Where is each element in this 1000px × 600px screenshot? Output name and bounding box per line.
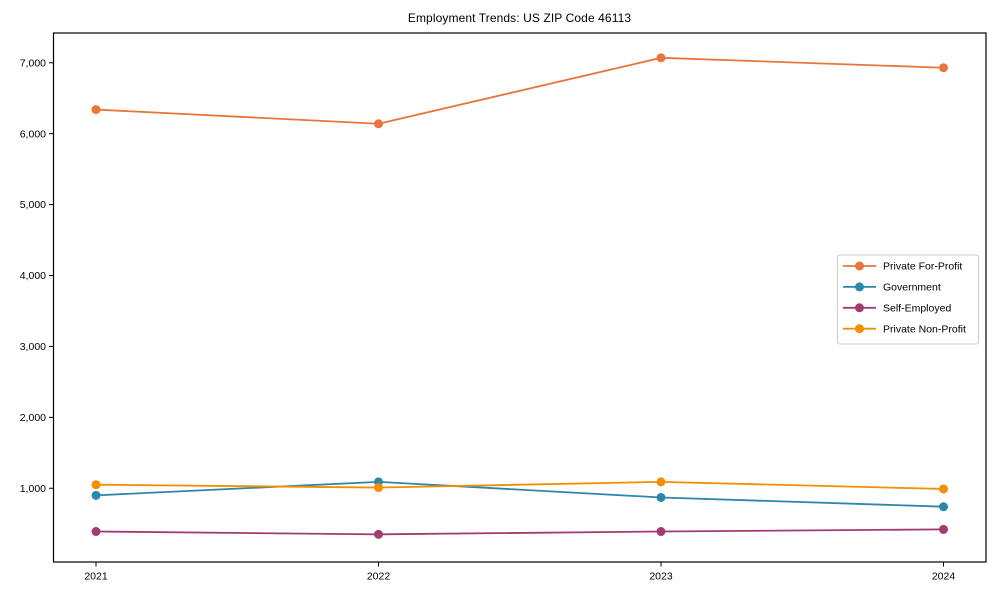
data-point-self-employed (939, 524, 948, 534)
data-point-self-employed (374, 529, 383, 539)
data-point-self-employed (91, 527, 101, 537)
y-axis-tick-label: 6,000 (20, 128, 46, 140)
data-point-private-non-profit (656, 477, 666, 487)
y-axis-tick-label: 2,000 (20, 412, 46, 424)
data-point-government (939, 502, 948, 512)
x-axis-tick-label: 2022 (367, 571, 391, 583)
legend-label-government: Government (883, 282, 941, 294)
data-point-private-non-profit (939, 484, 948, 494)
series-line-private-non-profit (95, 480, 944, 490)
data-point-private-for-profit (374, 119, 383, 129)
data-point-private-for-profit (656, 53, 666, 63)
data-point-government (656, 492, 666, 502)
series-line-government (95, 480, 944, 508)
series-line-private-for-profit (95, 56, 944, 125)
y-axis-tick-label: 3,000 (20, 341, 46, 353)
series-line-self-employed (95, 528, 944, 536)
y-axis-tick-label: 1,000 (20, 483, 46, 495)
y-axis-tick-label: 7,000 (20, 57, 46, 69)
data-point-private-non-profit (91, 480, 101, 490)
legend-label-private-non-profit: Private Non-Profit (883, 323, 966, 335)
y-axis-tick-label: 5,000 (20, 199, 46, 211)
legend: Private For-Profit Government Self-Employe… (837, 254, 979, 345)
data-point-self-employed (656, 527, 666, 537)
x-axis-tick-label: 2024 (932, 571, 956, 583)
x-axis-tick-label: 2023 (649, 571, 673, 583)
legend-swatch-marker-private-non-profit (855, 324, 864, 334)
plot-border (52, 32, 987, 563)
legend-swatch-marker-government (855, 282, 864, 292)
legend-swatch-marker-private-for-profit (855, 261, 864, 271)
legend-label-private-for-profit: Private For-Profit (883, 261, 962, 273)
legend-box (837, 254, 979, 345)
data-point-private-for-profit (91, 105, 101, 115)
data-point-private-for-profit (939, 63, 948, 73)
data-point-private-non-profit (374, 483, 383, 493)
data-point-government (91, 490, 101, 500)
chart-title: Employment Trends: US ZIP Code 46113 (407, 11, 632, 25)
x-axis-tick-label: 2021 (84, 571, 108, 583)
legend-label-self-employed: Self-Employed (883, 302, 951, 314)
legend-swatch-marker-self-employed (855, 303, 864, 313)
y-axis-tick-label: 4,000 (20, 270, 46, 282)
